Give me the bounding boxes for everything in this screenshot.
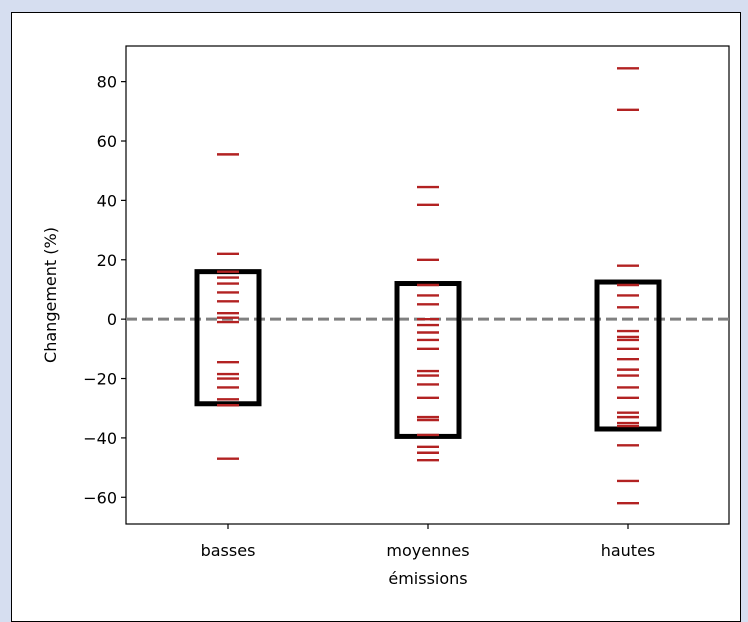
x-tick-label-basses: basses xyxy=(201,541,256,560)
marks-layer xyxy=(126,67,729,505)
range-box-moyennes xyxy=(394,281,462,439)
y-tick-label: −60 xyxy=(83,488,117,507)
y-tick-label: −20 xyxy=(83,370,117,389)
y-tick-label: 20 xyxy=(97,251,117,270)
y-tick-label: 60 xyxy=(97,132,117,151)
range-box-hautes xyxy=(594,279,662,432)
axes-layer xyxy=(121,45,730,529)
text-layer: 80 60 40 20 0 −20 −40 −60 basses moyennes hautes ém… xyxy=(41,73,655,588)
x-axis-title: émissions xyxy=(388,569,467,588)
x-tick-label-moyennes: moyennes xyxy=(386,541,469,560)
y-tick-label: 0 xyxy=(107,310,117,329)
y-axis-title: Changement (%) xyxy=(41,227,60,363)
y-tick-label: −40 xyxy=(83,429,117,448)
y-tick-label: 80 xyxy=(97,73,117,92)
figure-frame xyxy=(11,12,741,622)
y-tick-label: 40 xyxy=(97,191,117,210)
x-tick-label-hautes: hautes xyxy=(601,541,656,560)
